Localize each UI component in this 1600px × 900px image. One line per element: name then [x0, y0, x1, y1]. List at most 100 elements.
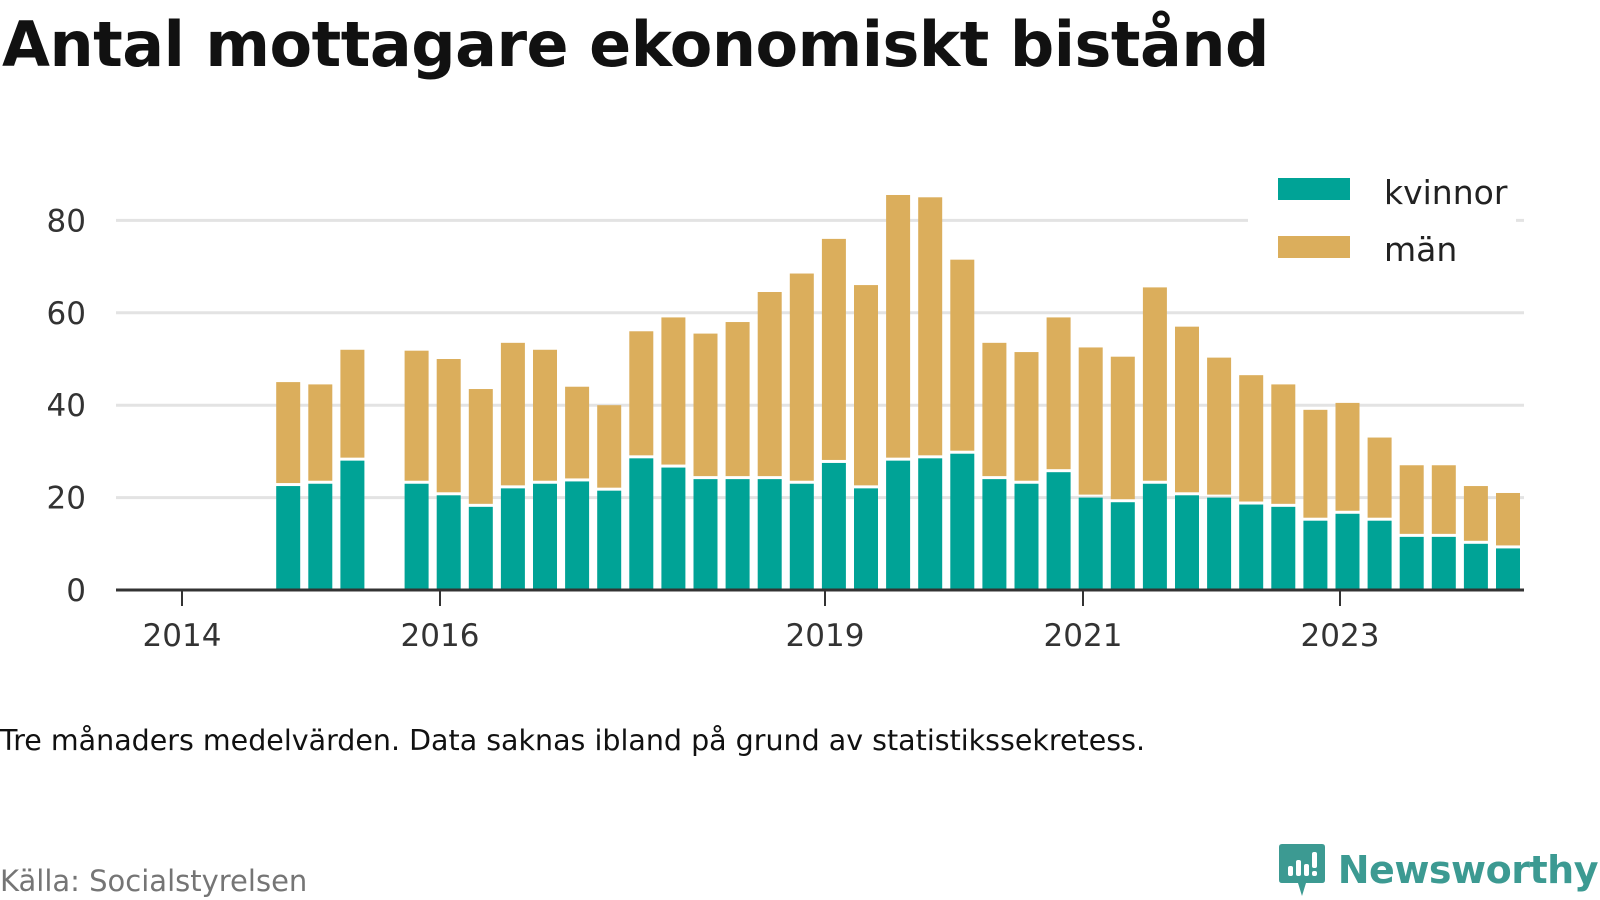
- bar-man: [1207, 357, 1232, 495]
- bar-man: [308, 384, 333, 481]
- bar-kvinnor: [757, 479, 782, 590]
- bar-kvinnor: [918, 458, 943, 590]
- bar-kvinnor: [1078, 497, 1103, 590]
- bar-kvinnor: [468, 506, 493, 590]
- bar-man: [404, 350, 429, 481]
- bar-man: [468, 389, 493, 504]
- bar-kvinnor: [436, 495, 461, 590]
- bar-kvinnor: [1496, 548, 1520, 590]
- brand-logo: Newsworthy: [1278, 842, 1599, 898]
- bar-man: [1142, 287, 1167, 481]
- bar-man: [533, 349, 557, 481]
- bars: [276, 194, 1520, 590]
- bar-kvinnor: [1271, 506, 1296, 590]
- bar-kvinnor: [1142, 483, 1167, 590]
- bar-kvinnor: [1463, 543, 1488, 590]
- bar-kvinnor: [276, 486, 301, 590]
- bar-man: [1303, 409, 1328, 518]
- bar-man: [565, 386, 590, 479]
- bar-man: [757, 292, 782, 477]
- y-tick-label: 40: [47, 388, 86, 424]
- chart-title: Antal mottagare ekonomiskt bistånd: [2, 8, 1269, 81]
- brand-name: Newsworthy: [1337, 848, 1599, 892]
- bar-man: [1496, 492, 1520, 546]
- bar-man: [1110, 356, 1135, 500]
- bar-man: [918, 197, 943, 456]
- bar-man: [1399, 465, 1424, 534]
- bar-man: [500, 342, 525, 486]
- bar-man: [1271, 384, 1296, 504]
- bar-kvinnor: [629, 458, 654, 590]
- legend-swatch-kvinnor: [1278, 178, 1350, 200]
- y-tick-label: 80: [47, 203, 86, 239]
- bar-kvinnor: [597, 490, 622, 590]
- bar-man: [1175, 326, 1199, 493]
- bar-man: [982, 342, 1007, 477]
- bar-man: [1463, 486, 1488, 541]
- bar-kvinnor: [950, 453, 975, 590]
- chart-note: Tre månaders medelvärden. Data saknas ib…: [0, 724, 1146, 757]
- bar-man: [1078, 347, 1103, 495]
- bar-kvinnor: [725, 479, 750, 590]
- legend-background: [1248, 205, 1516, 223]
- bar-man: [1046, 317, 1071, 470]
- x-tick-label: 2016: [401, 618, 480, 654]
- bar-kvinnor: [1207, 497, 1232, 590]
- bar-kvinnor: [1175, 495, 1199, 590]
- bar-man: [821, 238, 846, 460]
- bar-man: [950, 259, 975, 451]
- bar-man: [1239, 375, 1264, 502]
- bar-kvinnor: [565, 481, 590, 590]
- y-tick-label: 0: [66, 573, 86, 609]
- stacked-bar-chart: 0 20 40 60 80 2014 2016 2019 2021 2023 kvinnor m…: [47, 173, 1524, 654]
- bar-kvinnor: [1239, 504, 1264, 590]
- bar-kvinnor: [661, 467, 686, 590]
- bar-kvinnor: [404, 483, 429, 590]
- x-tick-label: 2019: [786, 618, 865, 654]
- bar-man: [789, 273, 814, 481]
- bar-kvinnor: [821, 462, 846, 590]
- y-tick-label: 60: [47, 296, 86, 332]
- bar-man: [276, 382, 301, 484]
- bar-man: [1014, 352, 1039, 481]
- bar-man: [693, 333, 718, 477]
- legend: kvinnor män: [1248, 173, 1516, 269]
- bar-man: [436, 359, 461, 493]
- bar-man: [597, 405, 622, 488]
- legend-label-man: män: [1384, 230, 1457, 269]
- bar-kvinnor: [308, 483, 333, 590]
- bar-man: [1367, 437, 1392, 518]
- bar-man: [629, 331, 654, 456]
- bar-kvinnor: [340, 460, 365, 590]
- legend-label-kvinnor: kvinnor: [1384, 173, 1508, 212]
- newsworthy-logo-icon: [1278, 844, 1325, 896]
- axes: 2014 2016 2019 2021 2023: [116, 588, 1524, 654]
- bar-kvinnor: [1303, 520, 1328, 590]
- x-tick-label: 2014: [143, 618, 222, 654]
- bar-kvinnor: [1335, 513, 1360, 590]
- bar-kvinnor: [1110, 502, 1135, 590]
- bar-kvinnor: [1046, 472, 1071, 590]
- bar-kvinnor: [1367, 520, 1392, 590]
- bar-kvinnor: [1431, 536, 1456, 590]
- x-tick-label: 2021: [1044, 618, 1123, 654]
- bar-man: [661, 317, 686, 465]
- bar-man: [340, 349, 365, 458]
- bar-kvinnor: [854, 488, 878, 590]
- bar-man: [854, 285, 878, 486]
- bar-man: [1335, 402, 1360, 511]
- source-text: Källa: Socialstyrelsen: [0, 864, 308, 898]
- legend-swatch-man: [1278, 236, 1350, 258]
- x-tick-label: 2023: [1301, 618, 1380, 654]
- bar-man: [886, 194, 911, 458]
- y-tick-label: 20: [47, 481, 86, 517]
- bar-kvinnor: [500, 488, 525, 590]
- bar-kvinnor: [982, 479, 1007, 590]
- bar-kvinnor: [1014, 483, 1039, 590]
- bar-kvinnor: [789, 483, 814, 590]
- bar-kvinnor: [886, 460, 911, 590]
- bar-man: [1431, 465, 1456, 534]
- bar-kvinnor: [1399, 536, 1424, 590]
- bar-kvinnor: [693, 479, 718, 590]
- bar-man: [725, 322, 750, 477]
